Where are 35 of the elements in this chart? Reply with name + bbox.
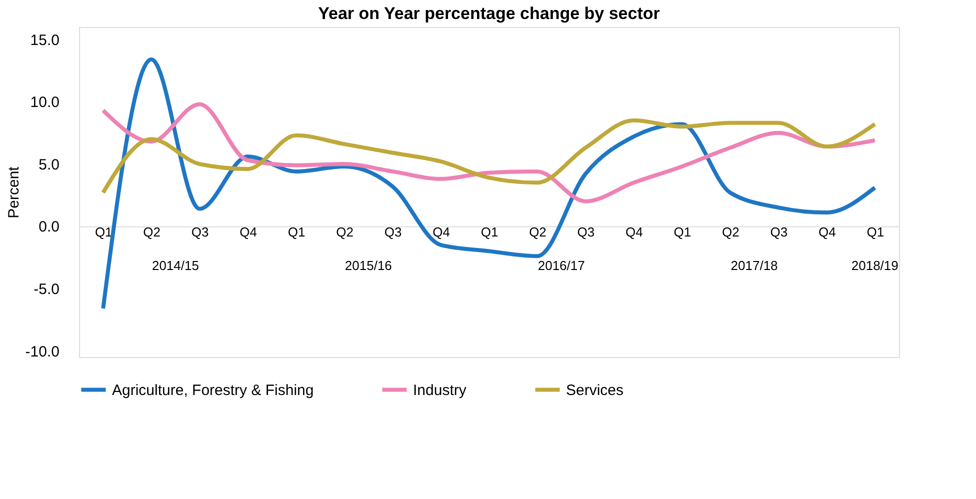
- legend-label: Agriculture, Forestry & Fishing: [112, 382, 314, 399]
- line-series: [101, 102, 877, 204]
- x-tick-label: Q3: [384, 224, 402, 240]
- x-tick-label: Q1: [94, 224, 112, 240]
- x-tick-label: Q1: [674, 224, 692, 240]
- x-tick-label: Q4: [626, 224, 643, 240]
- annotation: 2015/16: [344, 258, 392, 274]
- annotation: 2018/19: [851, 258, 898, 274]
- x-tick-label: Q4: [432, 224, 450, 240]
- annotation: 2016/17: [538, 258, 585, 274]
- x-tick-label: Q4: [818, 224, 836, 240]
- x-tick-label: Q2: [143, 224, 161, 240]
- x-tick-label: Q1: [480, 224, 498, 240]
- y-tick-label: 15.0: [30, 32, 60, 49]
- y-tick-label: 10.0: [30, 94, 60, 112]
- y-tick-label: 5.0: [38, 156, 60, 174]
- y-axis-title: Percent: [5, 166, 22, 218]
- annotation: 2017/18: [730, 258, 778, 274]
- x-tick-label: Q3: [191, 224, 209, 240]
- legend-label: Industry: [413, 382, 467, 399]
- legend-label: Services: [566, 382, 624, 399]
- x-tick-label: Q2: [722, 224, 740, 240]
- y-tick-label: -5.0: [34, 281, 60, 298]
- chart-title: Year on Year percentage change by sector: [318, 4, 660, 23]
- x-tick-label: Q3: [577, 224, 595, 240]
- x-tick-label: Q2: [529, 224, 546, 240]
- y-tick-label: 0.0: [38, 218, 60, 236]
- line-series: [101, 118, 877, 195]
- y-tick-label: -10.0: [25, 343, 60, 360]
- annotation: 2014/15: [152, 258, 199, 274]
- x-tick-label: Q3: [770, 224, 788, 240]
- x-tick-label: Q1: [288, 224, 306, 240]
- x-tick-label: Q1: [866, 224, 884, 240]
- x-tick-label: Q2: [336, 224, 354, 240]
- x-tick-label: Q4: [240, 224, 257, 240]
